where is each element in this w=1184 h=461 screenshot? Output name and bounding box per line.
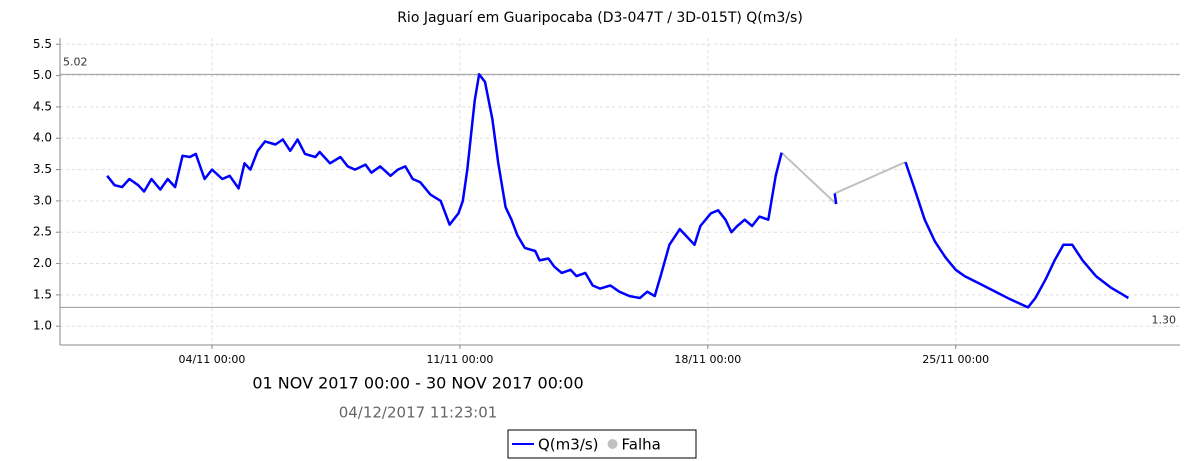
y-tick-label: 5.0 — [33, 68, 52, 82]
y-tick-label: 3.0 — [33, 193, 52, 207]
legend-label: Q(m3/s) — [538, 436, 599, 454]
series-line — [780, 151, 906, 205]
y-tick-label: 3.5 — [33, 162, 52, 176]
y-tick-label: 1.5 — [33, 287, 52, 301]
y-tick-label: 5.5 — [33, 37, 52, 51]
reference-label: 5.02 — [63, 55, 88, 68]
y-tick-label: 2.5 — [33, 225, 52, 239]
series-line — [106, 73, 1130, 309]
legend-label: Falha — [622, 436, 661, 454]
timestamp: 04/12/2017 11:23:01 — [339, 404, 498, 422]
legend-swatch — [607, 439, 618, 449]
legend: Q(m3/s) Falha — [507, 429, 697, 459]
x-tick-label: 25/11 00:00 — [922, 353, 989, 366]
x-tick-label: 18/11 00:00 — [674, 353, 741, 366]
legend-box — [507, 429, 697, 459]
y-tick-label: 4.0 — [33, 131, 52, 145]
y-tick-label: 1.0 — [33, 319, 52, 333]
reference-label: 1.30 — [1152, 313, 1177, 326]
chart-subtitle: 01 NOV 2017 00:00 - 30 NOV 2017 00:00 — [252, 374, 583, 393]
x-tick-label: 11/11 00:00 — [426, 353, 493, 366]
x-tick-label: 04/11 00:00 — [179, 353, 246, 366]
y-tick-label: 2.0 — [33, 256, 52, 270]
chart-title: Rio Jaguarí em Guaripocaba (D3-047T / 3D… — [397, 10, 803, 26]
y-tick-label: 4.5 — [33, 99, 52, 113]
